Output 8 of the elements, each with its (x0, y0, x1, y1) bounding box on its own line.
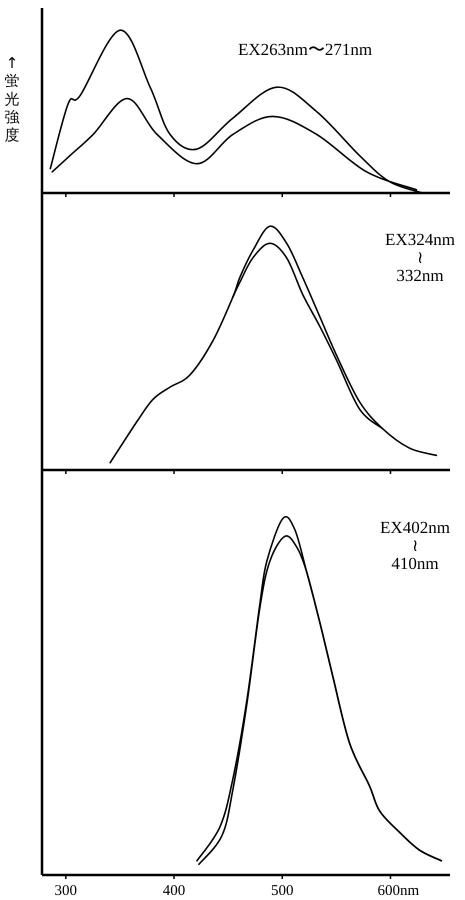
x-tick-label: 300 (54, 883, 78, 899)
x-tick-label: 600nm (377, 883, 420, 899)
annotation: EX402nm ≀ 410nm (380, 518, 450, 573)
x-tick-label: 500 (271, 883, 294, 899)
annotation: EX263nm〜271nm (238, 40, 372, 59)
y-axis-title: ↑蛍光強度 (4, 54, 20, 144)
x-tick-label: 400 (162, 883, 186, 899)
annotation: EX324nm ≀ 332nm (385, 230, 455, 285)
